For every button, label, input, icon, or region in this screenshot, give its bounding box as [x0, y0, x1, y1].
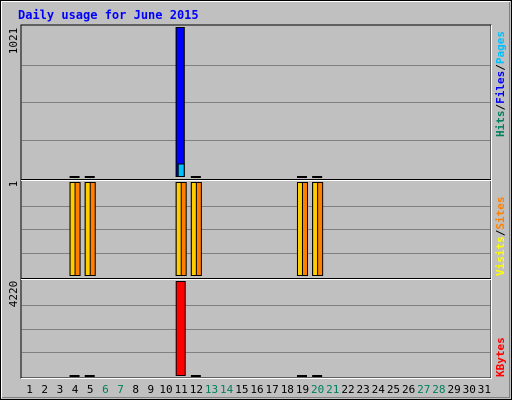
legend-slash-2: / — [494, 64, 507, 71]
x-label-day-15: 15 — [235, 383, 248, 396]
x-label-day-31: 31 — [478, 383, 491, 396]
legend-visits-sites: Visits/Sites — [494, 197, 507, 277]
bar-hits-stub-day-19 — [296, 176, 307, 178]
legend-sites: Sites — [494, 197, 507, 230]
x-label-day-24: 24 — [372, 383, 386, 396]
chart-title: Daily usage for June 2015 — [18, 8, 199, 22]
y-max-label-top: 1021 — [7, 28, 20, 55]
x-label-day-29: 29 — [447, 383, 460, 396]
x-label-day-27: 27 — [417, 383, 430, 396]
legend-visits: Visits — [494, 236, 507, 276]
x-label-day-25: 25 — [387, 383, 400, 396]
legend-kbytes-label: KBytes — [494, 337, 507, 377]
x-label-day-20: 20 — [311, 383, 324, 396]
legend-hits: Hits — [494, 111, 507, 138]
bar-kbytes-day-12 — [190, 375, 201, 377]
x-label-day-28: 28 — [432, 383, 445, 396]
bar-kbytes-day-20 — [312, 375, 323, 377]
x-label-day-10: 10 — [159, 383, 172, 396]
bar-visits-day-4 — [69, 182, 76, 276]
bar-visits-day-5 — [84, 182, 91, 276]
bar-pages-day-11 — [177, 163, 185, 178]
x-label-day-1: 1 — [26, 383, 33, 396]
bar-hits-stub-day-20 — [312, 176, 323, 178]
bar-files-day-11 — [175, 27, 185, 177]
x-label-day-3: 3 — [57, 383, 64, 396]
x-label-day-18: 18 — [281, 383, 294, 396]
x-axis-labels: 1 2 3 4 5 6 7 8 9 10 11 12 13 14 15 16 17 18 19 20 21 22 23 24 2… — [26, 383, 491, 396]
bar-kbytes-day-4 — [69, 375, 80, 377]
x-label-day-2: 2 — [41, 383, 48, 396]
y-max-label-middle: 1 — [7, 181, 20, 188]
bar-hits-stub-day-4 — [69, 176, 80, 178]
bar-visits-day-11 — [175, 182, 182, 276]
grid-lines — [22, 65, 490, 353]
bar-visits-day-20 — [312, 182, 319, 276]
x-label-day-12: 12 — [190, 383, 203, 396]
legend-hits-files-pages: Hits/Files/Pages — [494, 31, 507, 137]
x-label-day-19: 19 — [296, 383, 309, 396]
x-label-day-6: 6 — [102, 383, 109, 396]
bar-hits-stub-day-5 — [84, 176, 95, 178]
bar-kbytes-day-5 — [84, 375, 95, 377]
bar-hits-stub-day-12 — [190, 176, 201, 178]
x-label-day-16: 16 — [250, 383, 263, 396]
x-label-day-26: 26 — [402, 383, 415, 396]
legend-slash-1: / — [494, 104, 507, 111]
data-bars — [69, 27, 324, 377]
x-label-day-8: 8 — [132, 383, 139, 396]
x-label-day-11: 11 — [175, 383, 188, 396]
legend-kbytes: KBytes — [494, 337, 507, 377]
x-label-day-30: 30 — [463, 383, 476, 396]
x-label-day-9: 9 — [148, 383, 155, 396]
x-label-day-14: 14 — [220, 383, 234, 396]
legend-pages: Pages — [494, 31, 507, 64]
bar-kbytes-day-11 — [175, 281, 186, 376]
x-label-day-22: 22 — [341, 383, 354, 396]
x-label-day-17: 17 — [266, 383, 279, 396]
x-label-day-23: 23 — [357, 383, 370, 396]
bar-visits-day-12 — [190, 182, 197, 276]
y-max-label-bottom: 4220 — [7, 281, 20, 308]
legend-slash-3: / — [494, 229, 507, 236]
bar-visits-day-19 — [296, 182, 303, 276]
x-label-day-4: 4 — [72, 383, 79, 396]
x-label-day-13: 13 — [205, 383, 218, 396]
x-label-day-7: 7 — [117, 383, 124, 396]
x-label-day-5: 5 — [87, 383, 94, 396]
x-label-day-21: 21 — [326, 383, 339, 396]
legend-files: Files — [494, 71, 507, 104]
bar-kbytes-day-19 — [296, 375, 307, 377]
